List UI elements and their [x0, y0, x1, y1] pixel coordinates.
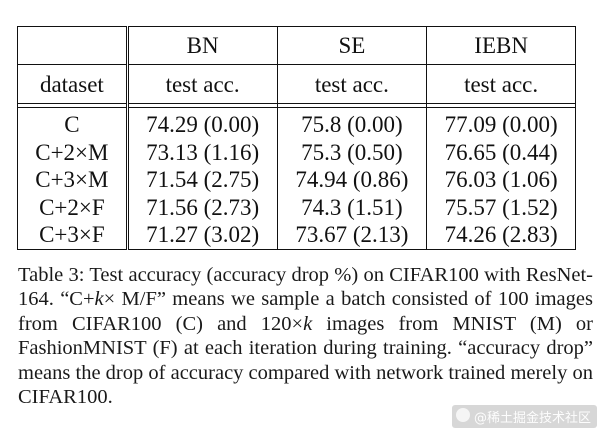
subheader-iebn: test acc.	[426, 64, 576, 104]
table-row: C 74.29 (0.00) 75.8 (0.00) 77.09 (0.00)	[17, 111, 576, 139]
results-table-container: BN SE IEBN dataset test acc. test acc. t…	[17, 26, 576, 250]
caption-paragraph: Table 3: Test accuracy (accuracy drop %)…	[18, 263, 593, 409]
cell-bn: 74.29 (0.00)	[127, 111, 278, 139]
caption-part-2: × M/F” means we sample a batch consisted…	[18, 288, 593, 335]
cell-se: 75.8 (0.00)	[277, 111, 428, 139]
caption-var-k-2: k	[303, 312, 313, 335]
subheader-bn: test acc.	[127, 64, 278, 104]
table-row: C+2×F 71.56 (2.73) 74.3 (1.51) 75.57 (1.…	[17, 193, 576, 221]
table-caption: Table 3: Test accuracy (accuracy drop %)…	[18, 263, 593, 409]
cell-bn: 71.27 (3.02)	[127, 221, 278, 250]
watermark-text: @稀土掘金技术社区	[473, 411, 591, 426]
cell-iebn: 76.03 (1.06)	[426, 166, 576, 194]
table-divider-row-2	[17, 107, 576, 111]
subheader-dataset: dataset	[17, 64, 129, 104]
cell-iebn: 77.09 (0.00)	[426, 111, 576, 139]
cell-bn: 71.54 (2.75)	[127, 166, 278, 194]
table-row: C+2×M 73.13 (1.16) 75.3 (0.50) 76.65 (0.…	[17, 138, 576, 166]
watermark-logo-icon	[455, 408, 470, 422]
cell-dataset: C+2×M	[17, 138, 129, 166]
cell-iebn: 75.57 (1.52)	[426, 193, 576, 221]
cell-bn: 73.13 (1.16)	[127, 138, 278, 166]
cell-dataset: C	[17, 111, 129, 139]
header-bn: BN	[127, 26, 278, 65]
caption-part-1: Table 3: Test accuracy (accuracy drop %)…	[18, 264, 593, 311]
table-header-row: BN SE IEBN	[17, 26, 576, 65]
cell-se: 74.3 (1.51)	[277, 193, 428, 221]
watermark: @稀土掘金技术社区	[451, 405, 597, 428]
cell-dataset: C+3×F	[17, 221, 129, 250]
cell-iebn: 76.65 (0.44)	[426, 138, 576, 166]
table-divider-row	[17, 103, 576, 108]
table-row: C+3×M 71.54 (2.75) 74.94 (0.86) 76.03 (1…	[17, 166, 576, 194]
header-empty-cell	[17, 26, 129, 65]
results-table: BN SE IEBN dataset test acc. test acc. t…	[17, 26, 576, 250]
table-row: C+3×F 71.27 (3.02) 73.67 (2.13) 74.26 (2…	[17, 221, 576, 250]
cell-se: 73.67 (2.13)	[277, 221, 428, 250]
cell-se: 75.3 (0.50)	[277, 138, 428, 166]
cell-bn: 71.56 (2.73)	[127, 193, 278, 221]
caption-part-3: images from MNIST (M) or FashionMNIST (F…	[18, 312, 593, 409]
header-se: SE	[277, 26, 428, 65]
cell-dataset: C+3×M	[17, 166, 129, 194]
caption-var-k-1: k	[94, 288, 104, 311]
cell-iebn: 74.26 (2.83)	[426, 221, 576, 250]
subheader-se: test acc.	[277, 64, 428, 104]
cell-se: 74.94 (0.86)	[277, 166, 428, 194]
header-iebn: IEBN	[426, 26, 576, 65]
table-subheader-row: dataset test acc. test acc. test acc.	[17, 64, 576, 104]
cell-dataset: C+2×F	[17, 193, 129, 221]
